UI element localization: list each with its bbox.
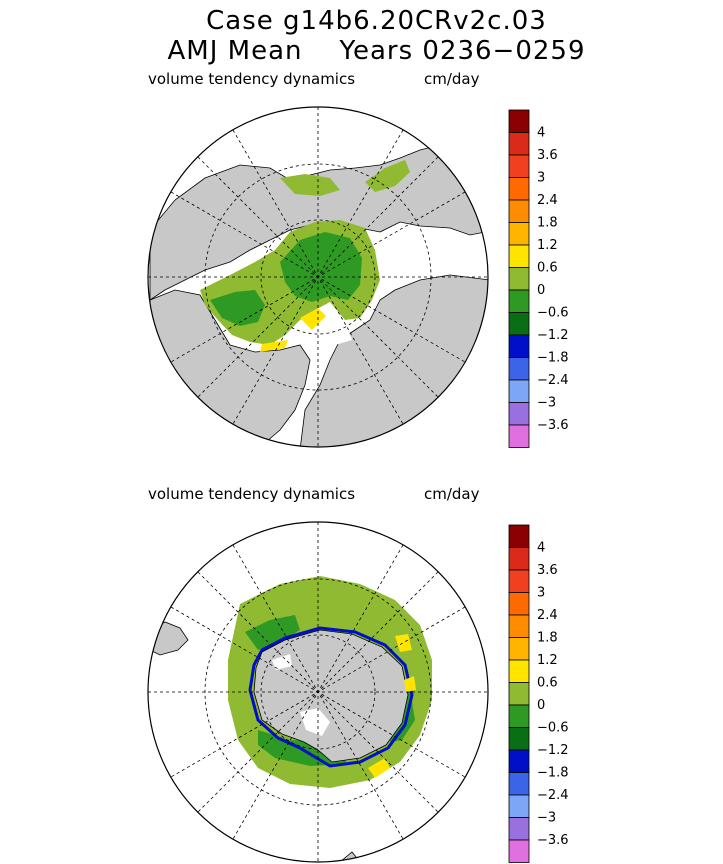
south-colorbar-swatch: [508, 659, 530, 683]
north-ice-dark-2: [210, 290, 265, 326]
north-colorbar-tick-label: −0.6: [537, 306, 569, 321]
south-colorbar-tick-label: −3: [537, 811, 556, 826]
north-ice-top-right: [365, 160, 410, 192]
south-colorbar-tick-label: 0: [537, 698, 545, 713]
south-land-samerica: [149, 621, 189, 656]
south-colorbar: 4 3.6 3 2.4 1.8 1.2 0.6 0 −0.6 −1.2 −1.8 −2.4 −3 −3.6: [508, 524, 569, 863]
south-yellow-2: [368, 758, 390, 778]
figure-title-line-2: AMJ Mean Years 0236−0259: [167, 36, 586, 66]
south-colorbar-swatch: [508, 794, 530, 818]
south-colorbar-swatch: [508, 682, 530, 706]
south-colorbar-swatch: [508, 839, 530, 863]
south-colorbar-tick-label: 1.2: [537, 653, 558, 668]
south-ice-shelf-ross: [300, 708, 330, 736]
north-colorbar-swatch: [508, 199, 530, 223]
south-colorbar-tick-label: −2.4: [537, 788, 569, 803]
north-colorbar-tick-label: −1.2: [537, 328, 569, 343]
north-colorbar-tick-label: 3: [537, 171, 545, 186]
north-open-water: [325, 320, 352, 345]
north-colorbar-swatch: [508, 244, 530, 268]
south-ice-shelf-weddell: [272, 654, 292, 670]
south-units-label: cm/day: [424, 485, 480, 503]
south-polar-map: [147, 521, 489, 863]
north-colorbar-swatch: [508, 312, 530, 336]
south-colorbar-tick-label: 2.4: [537, 608, 558, 623]
south-colorbar-swatch: [508, 614, 530, 638]
north-colorbar-swatch: [508, 357, 530, 381]
north-colorbar-tick-label: 0: [537, 283, 545, 298]
north-colorbar: 4 3.6 3 2.4 1.8 1.2 0.6 0 −0.6 −1.2 −1.8 −2.4 −3 −3.6: [508, 109, 569, 448]
north-colorbar-swatch: [508, 379, 530, 403]
south-colorbar-tick-label: −0.6: [537, 721, 569, 736]
south-colorbar-swatch: [508, 749, 530, 773]
north-colorbar-tick-label: −3.6: [537, 418, 569, 433]
north-colorbar-swatch: [508, 424, 530, 448]
south-variable-label: volume tendency dynamics: [148, 485, 356, 503]
south-colorbar-tick-label: −3.6: [537, 833, 569, 848]
south-colorbar-swatch: [508, 592, 530, 616]
north-colorbar-tick-label: 0.6: [537, 261, 558, 276]
north-colorbar-swatch: [508, 334, 530, 358]
south-colorbar-swatch: [508, 727, 530, 751]
south-colorbar-tick-label: 3.6: [537, 563, 558, 578]
south-colorbar-tick-label: 4: [537, 541, 545, 556]
south-coast-blue: [248, 626, 414, 768]
north-colorbar-swatch: [508, 222, 530, 246]
north-colorbar-swatch: [508, 132, 530, 156]
north-ice-top: [280, 174, 340, 196]
north-colorbar-tick-label: −2.4: [537, 373, 569, 388]
north-colorbar-swatch: [508, 267, 530, 291]
south-colorbar-swatch: [508, 569, 530, 593]
south-colorbar-swatch: [508, 524, 530, 548]
north-colorbar-tick-label: −1.8: [537, 351, 569, 366]
south-land-antarctica: [253, 629, 409, 763]
north-polar-map: [147, 106, 489, 448]
south-colorbar-tick-label: 3: [537, 586, 545, 601]
south-colorbar-swatch: [508, 817, 530, 841]
north-yellow-2: [260, 340, 288, 352]
south-colorbar-tick-label: 1.8: [537, 631, 558, 646]
south-colorbar-tick-label: −1.2: [537, 743, 569, 758]
south-yellow-1: [395, 634, 412, 652]
north-colorbar-swatch: [508, 289, 530, 313]
south-colorbar-swatch: [508, 547, 530, 571]
south-map-boundary: [147, 521, 489, 863]
north-colorbar-tick-label: 2.4: [537, 193, 558, 208]
north-units-label: cm/day: [424, 70, 480, 88]
north-colorbar-swatch: [508, 154, 530, 178]
north-map-boundary: [147, 106, 489, 448]
south-colorbar-swatch: [508, 772, 530, 796]
north-variable-label: volume tendency dynamics: [148, 70, 356, 88]
north-colorbar-swatch: [508, 109, 530, 133]
north-ice-dark: [280, 232, 362, 302]
south-colorbar-swatch: [508, 704, 530, 728]
north-colorbar-swatch: [508, 402, 530, 426]
south-ice-dark-1: [245, 615, 300, 650]
south-colorbar-swatch: [508, 637, 530, 661]
north-colorbar-tick-label: 4: [537, 126, 545, 141]
north-colorbar-swatch: [508, 177, 530, 201]
north-colorbar-tick-label: 3.6: [537, 148, 558, 163]
north-colorbar-tick-label: −3: [537, 396, 556, 411]
north-yellow-1: [300, 308, 326, 330]
south-colorbar-tick-label: 0.6: [537, 676, 558, 691]
figure-title-line-1: Case g14b6.20CRv2c.03: [206, 6, 547, 36]
south-yellow-3: [404, 676, 416, 692]
north-colorbar-tick-label: 1.8: [537, 216, 558, 231]
south-colorbar-tick-label: −1.8: [537, 766, 569, 781]
north-colorbar-tick-label: 1.2: [537, 238, 558, 253]
